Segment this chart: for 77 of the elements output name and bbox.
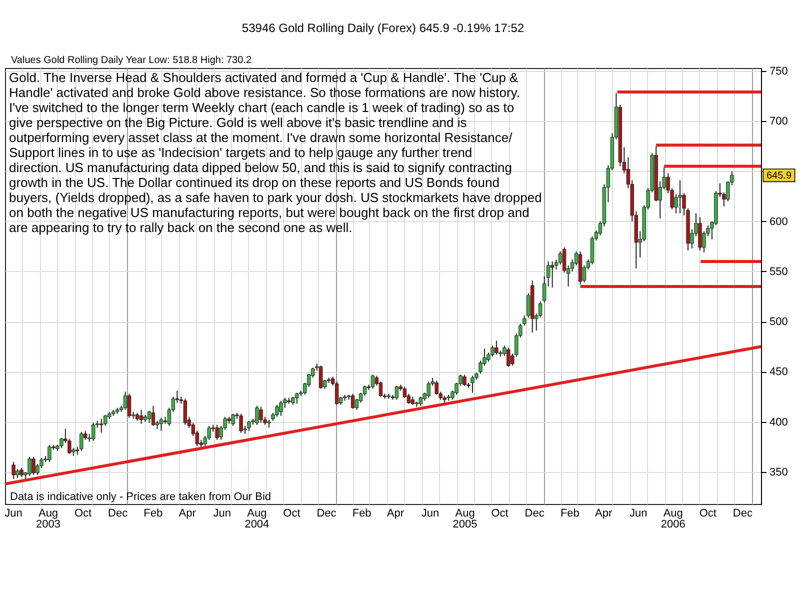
candlestick [151, 405, 156, 426]
x-tick-label: Dec [108, 508, 128, 520]
candlestick [80, 431, 84, 452]
annotation: 645.9 [766, 170, 792, 182]
candlestick [92, 422, 96, 442]
x-tick-label: Aug [247, 508, 267, 520]
x-tick-label: Aug [38, 508, 58, 520]
y-tick-label: 600 [770, 216, 788, 228]
y-tick-label: 550 [770, 266, 788, 278]
candlestick [279, 400, 283, 416]
candlestick [12, 461, 16, 480]
candlestick [48, 444, 52, 462]
candlestick [378, 381, 383, 398]
x2-tick-label: 2006 [660, 518, 686, 530]
candlestick [470, 375, 474, 394]
candlestick [275, 404, 279, 418]
candlestick [426, 381, 430, 398]
candlestick [319, 365, 323, 390]
candlestick [127, 393, 132, 418]
chart-subtitle: Values Gold Rolling Daily Year Low: 518.8 High: 730.2 [11, 55, 252, 66]
candlestick [370, 374, 375, 390]
y-tick-label: 350 [770, 466, 788, 478]
candlestick [550, 260, 554, 288]
candlestick [295, 392, 299, 404]
annotation: Data is indicative only - Prices are taken from Our Bid [10, 491, 272, 503]
candlestick [350, 393, 355, 410]
x2-tick-label: 2005 [452, 518, 478, 530]
candlestick [159, 417, 164, 432]
y-tick-label: 450 [770, 366, 788, 378]
candlestick [100, 418, 104, 434]
candlestick [16, 468, 20, 478]
candlestick [183, 398, 188, 426]
x-tick-label: Jun [213, 508, 232, 520]
x-tick-label: Apr [178, 508, 196, 520]
x-tick-label: Oct [491, 508, 508, 520]
y-tick-label: 750 [770, 66, 788, 78]
candlestick [494, 340, 498, 356]
candlestick [394, 385, 399, 400]
candlestick [20, 467, 24, 478]
candlestick [239, 413, 243, 434]
candlestick [28, 456, 32, 476]
x-tick-label: Oct [283, 508, 300, 520]
x-tick-label: Aug [455, 508, 475, 520]
x-tick-label: Oct [74, 508, 92, 520]
x-tick-label: Feb [560, 508, 580, 520]
y-tick-label: 400 [770, 416, 788, 428]
x-tick-label: Oct [699, 508, 716, 520]
candlestick [147, 410, 152, 424]
x-tick-label: Apr [595, 508, 612, 520]
candlestick [418, 396, 422, 406]
candlestick [231, 413, 235, 426]
x2-tick-label: 2004 [244, 518, 270, 530]
x-tick-label: Apr [386, 508, 404, 520]
candlestick [32, 456, 36, 476]
candlestick [255, 405, 259, 426]
y-tick-label: 500 [770, 316, 788, 328]
x-tick-label: Dec [732, 508, 753, 520]
candlestick [462, 374, 466, 386]
y-tick-label: 700 [770, 116, 788, 128]
text: Gold. The Inverse Head & Shoulders activated and formed a 'Cup & Handle'. The 'Cup & Handle' activated and broke Gold above resistance. So those formations are now history. I've switched to the longer term Weekly chart (each candle is 1 week of trading) so as to give perspective on the Big Picture. Gold is well above it's basic trendline and is outperforming every asset class at the moment. I've drawn some horizontal Resistance/ Support lines in to use as 'Indecision' targets and to help gauge any further trend direction. US manufacturing data dipped below 50, and this is said to signify contracting growth in the US. The Dollar continued its drop on these reports and US Bonds found buyers, (Yields dropped), as a safe haven to park your dosh. US stockmarkets have dropped on both the negative US manufacturing reports, but were bought back on the first drop and are appearing to try to rally back on the second one as well. [9, 70, 542, 235]
x-tick-label: Feb [144, 508, 163, 520]
x-tick-label: Dec [524, 508, 545, 520]
x-tick-label: Aug [663, 508, 683, 520]
candlestick [678, 180, 682, 214]
candlestick [139, 409, 144, 424]
candlestick [562, 246, 566, 273]
x-tick-label: Feb [352, 508, 372, 520]
x-tick-label: Jun [629, 508, 648, 520]
candlestick [247, 420, 251, 432]
x-tick-label: Dec [316, 508, 337, 520]
x-tick-label: Jun [4, 508, 22, 520]
x-tick-label: Jun [421, 508, 440, 520]
candlestick [506, 347, 510, 368]
x2-tick-label: 2003 [36, 518, 60, 530]
candlestick [259, 406, 263, 424]
chart-title: 53946 Gold Rolling Daily (Forex) 645.9 -0.19% 17:52 [242, 21, 524, 35]
candlestick [215, 424, 219, 440]
